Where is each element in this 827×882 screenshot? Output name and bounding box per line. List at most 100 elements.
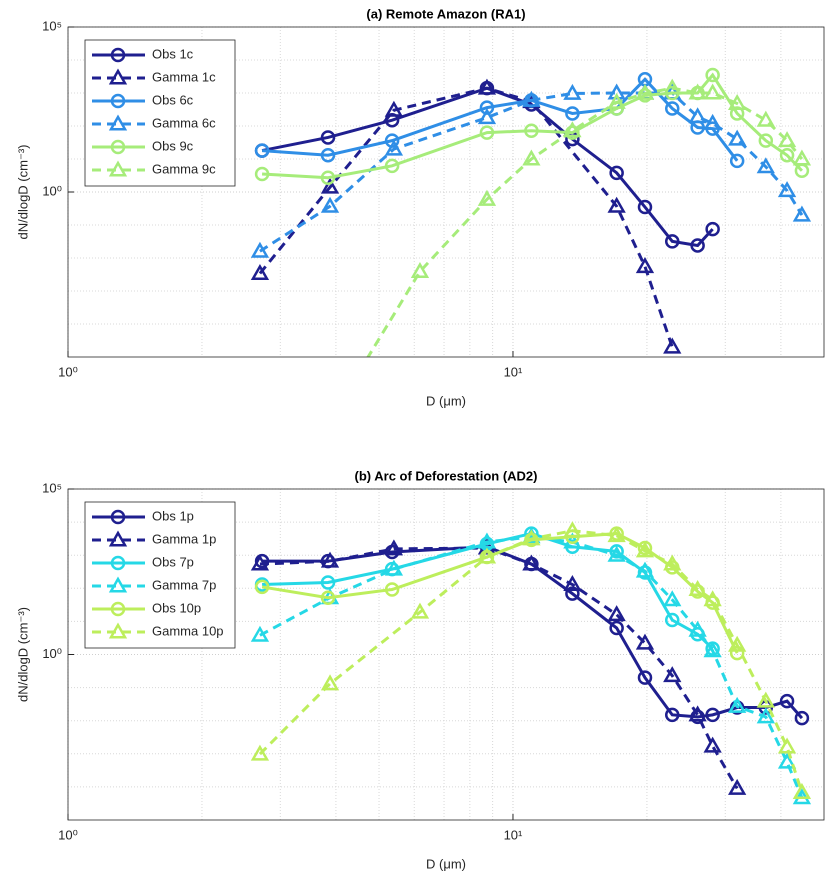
triangle-marker	[756, 157, 775, 174]
triangle-marker	[727, 93, 747, 111]
series-line	[259, 91, 804, 253]
triangle-marker	[563, 121, 582, 138]
triangle-marker	[792, 205, 812, 222]
circle-marker	[110, 93, 126, 109]
legend: Obs 1c Gamma 1c Obs 6c Gamma 6c Obs 9c Gamma …	[84, 39, 236, 187]
triangle-marker	[108, 68, 128, 85]
legend-label: Obs 9c	[152, 138, 194, 153]
triangle-marker	[384, 139, 404, 156]
circle-marker	[664, 612, 680, 628]
triangle-marker	[320, 674, 340, 691]
triangle-marker	[688, 620, 707, 637]
circle-marker	[565, 106, 580, 121]
triangle-marker	[777, 752, 797, 769]
triangle-marker	[320, 551, 340, 568]
y-tick-label: 10⁰	[42, 646, 62, 661]
triangle-marker	[727, 129, 747, 146]
triangle-marker	[522, 529, 541, 546]
triangle-marker	[607, 83, 626, 100]
triangle-marker	[108, 576, 128, 593]
triangle-marker	[522, 90, 541, 107]
x-tick-label: 10⁰	[58, 827, 78, 842]
circle-marker	[110, 47, 126, 63]
axes-box	[67, 26, 825, 358]
triangle-marker	[635, 541, 655, 558]
y-tick-label: 10⁰	[42, 183, 62, 198]
x-tick-label: 10¹	[504, 827, 523, 842]
circle-marker	[729, 106, 745, 121]
circle-marker	[254, 143, 270, 158]
triangle-marker	[563, 575, 582, 592]
legend-label: Obs 6c	[152, 92, 194, 107]
triangle-marker	[250, 554, 270, 571]
triangle-marker	[756, 707, 775, 724]
triangle-marker	[777, 737, 797, 754]
circle-marker	[320, 147, 336, 163]
series-line	[262, 545, 804, 720]
subplot: 10⁰ 10¹ 10⁰ 10⁵ (b) Arc of Deforestation (AD…	[15, 468, 825, 871]
triangle-marker	[792, 782, 812, 799]
legend: Obs 1p Gamma 1p Obs 7p Gamma 7p Obs 10p Gamma…	[84, 501, 236, 649]
triangle-marker	[410, 602, 430, 619]
circle-marker	[524, 123, 539, 138]
x-axis-label: D (μm)	[426, 393, 466, 408]
triangle-marker	[663, 337, 682, 354]
triangle-marker	[563, 83, 582, 100]
series-line	[261, 72, 803, 180]
circle-marker	[320, 170, 336, 186]
triangle-marker	[320, 196, 340, 213]
series-line	[261, 532, 739, 654]
x-axis-label: D (μm)	[426, 856, 466, 871]
legend-label: Obs 10p	[152, 600, 201, 615]
circle-marker	[779, 693, 795, 709]
series-line	[259, 546, 739, 790]
circle-marker	[320, 130, 336, 145]
x-tick-label: 10¹	[504, 364, 523, 379]
circle-marker	[254, 166, 270, 182]
circle-marker	[384, 158, 400, 174]
triangle-marker	[477, 189, 497, 206]
triangle-marker	[703, 736, 722, 753]
y-tick-label: 10⁵	[42, 480, 62, 495]
circle-marker	[664, 234, 680, 249]
triangle-marker	[607, 526, 626, 543]
triangle-marker	[635, 83, 655, 100]
series-line	[261, 77, 739, 162]
triangle-marker	[688, 83, 707, 100]
series-line	[259, 535, 804, 799]
series-line	[258, 529, 804, 793]
triangle-marker	[635, 633, 655, 650]
circle-marker	[729, 153, 745, 169]
triangle-marker	[384, 559, 404, 576]
legend-label: Obs 1p	[152, 508, 194, 523]
triangle-marker	[607, 92, 626, 109]
circle-marker	[384, 582, 400, 597]
y-axis-label: dN/dlogD (cm⁻³)	[15, 145, 30, 240]
legend-label: Gamma 10p	[152, 623, 224, 638]
triangle-marker	[607, 605, 626, 622]
triangle-marker	[663, 666, 682, 683]
circle-marker	[320, 590, 336, 605]
triangle-marker	[384, 100, 404, 117]
triangle-marker	[108, 160, 128, 177]
chart-title: (b) Arc of Deforestation (AD2)	[355, 468, 538, 483]
axes-box	[67, 488, 825, 821]
data-layer	[250, 67, 812, 428]
circle-marker	[705, 221, 720, 237]
triangle-marker	[522, 554, 541, 571]
triangle-marker	[250, 263, 270, 280]
circle-marker	[254, 579, 270, 595]
chart-title: (a) Remote Amazon (RA1)	[366, 6, 525, 21]
y-tick-label: 10⁵	[42, 18, 62, 33]
circle-marker	[609, 620, 624, 636]
triangle-marker	[522, 149, 541, 166]
triangle-marker	[250, 744, 270, 761]
triangle-marker	[321, 416, 335, 428]
triangle-marker	[250, 241, 270, 258]
triangle-marker	[756, 691, 775, 708]
circle-marker	[609, 544, 624, 559]
circle-marker	[254, 553, 270, 569]
triangle-marker	[410, 261, 430, 278]
triangle-marker	[727, 696, 747, 713]
triangle-marker	[777, 181, 797, 198]
